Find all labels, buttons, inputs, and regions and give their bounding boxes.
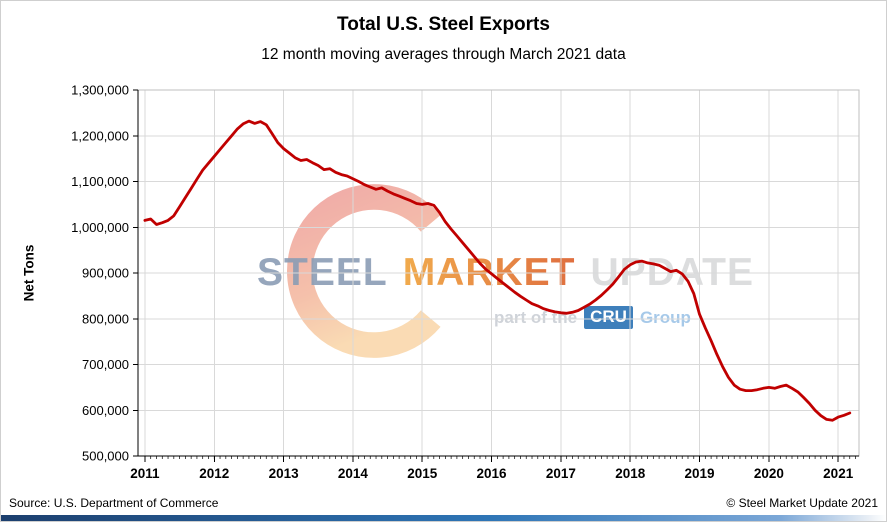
svg-text:800,000: 800,000 (82, 311, 129, 326)
svg-text:2013: 2013 (269, 466, 300, 481)
svg-text:700,000: 700,000 (82, 357, 129, 372)
svg-text:2016: 2016 (477, 466, 508, 481)
chart-title: Total U.S. Steel Exports (337, 14, 550, 35)
copyright-note: © Steel Market Update 2021 (726, 496, 878, 510)
svg-text:2018: 2018 (615, 466, 646, 481)
svg-text:1,200,000: 1,200,000 (71, 128, 129, 143)
svg-text:2019: 2019 (685, 466, 715, 481)
svg-text:2015: 2015 (407, 466, 438, 481)
svg-text:1,100,000: 1,100,000 (71, 174, 129, 189)
svg-text:900,000: 900,000 (82, 266, 129, 281)
chart-subtitle: 12 month moving averages through March 2… (261, 46, 626, 63)
svg-text:2014: 2014 (338, 466, 369, 481)
svg-text:2012: 2012 (199, 466, 229, 481)
svg-text:1,300,000: 1,300,000 (71, 83, 129, 98)
svg-text:2017: 2017 (546, 466, 576, 481)
svg-text:2021: 2021 (823, 466, 854, 481)
brand-strip (1, 515, 886, 521)
source-note: Source: U.S. Department of Commerce (9, 496, 219, 510)
svg-text:2020: 2020 (754, 466, 784, 481)
svg-text:500,000: 500,000 (82, 449, 129, 464)
svg-text:2011: 2011 (130, 466, 160, 481)
y-axis-label: Net Tons (21, 244, 37, 302)
svg-text:1,000,000: 1,000,000 (71, 220, 129, 235)
svg-text:600,000: 600,000 (82, 403, 129, 418)
